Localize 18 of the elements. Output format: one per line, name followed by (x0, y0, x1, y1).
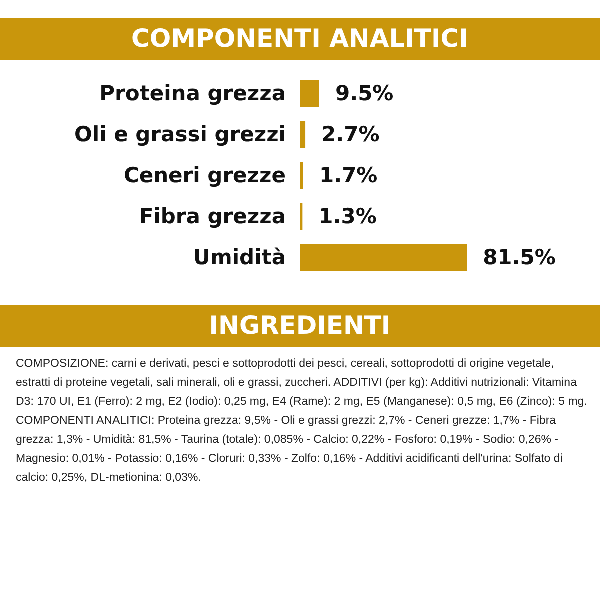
chart-title: COMPONENTI ANALITICI (0, 18, 600, 60)
bar (300, 80, 320, 107)
data-label: 1.7% (319, 164, 378, 188)
data-label: 1.3% (318, 204, 377, 228)
text: INGREDIENTI (0, 305, 600, 347)
y-tick-label: Fibra grezza (139, 204, 286, 228)
bar (300, 121, 306, 148)
data-label: 2.7% (322, 122, 380, 146)
data-label: 81.5% (483, 246, 556, 270)
data-label: 9.5% (335, 82, 394, 106)
bar (300, 162, 304, 189)
bar (300, 244, 468, 271)
text: COMPOSIZIONE: carni e derivati, pesci e sottoprodotti dei pesci, cereali, sottoprodotti di origine vegetale, estratti di proteine vegetali, sali minerali, oli e grassi, zuccheri. ADDITIVI (per kg): Additivi nutrizionali: Vitamina D3: 170 UI, E1 (Ferro): 2 mg, E2 (Iodio): 0,25 mg, E4 (Rame): 2 mg, E5 (Manganese): 0,5 mg, E6 (Zinco): 5 mg. COMPONENTI ANALITICI: Proteina grezza: 9,5% - Oli e grassi grezzi: 2,7% - Ceneri grezze: 1,7% - Fibra grezza: 1,3% - Umidità: 81,5% - Taurina (totale): 0,085% - Calcio: 0,22% - Fosforo: 0,19% - Sodio: 0,26% - Magnesio: 0,01% - Potassio: 0,16% - Cloruri: 0,33% - Zolfo: 0,16% - Additivi acidificanti dell'urina: Solfato di calcio: 0,25%, DL-metionina: 0,03%. (16, 357, 588, 486)
y-tick-label: Oli e grassi grezzi (74, 122, 286, 146)
y-tick-label: Proteina grezza (100, 82, 286, 106)
y-tick-label: Umidità (193, 246, 286, 270)
y-tick-label: Ceneri grezze (124, 164, 286, 188)
bar (300, 203, 303, 230)
